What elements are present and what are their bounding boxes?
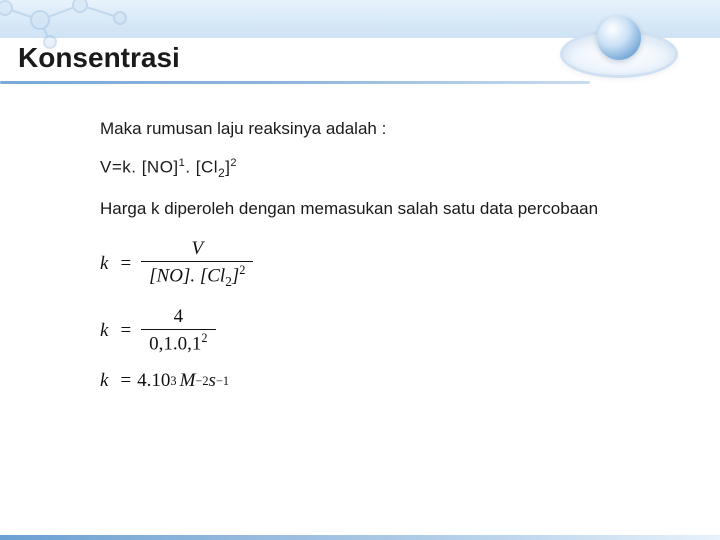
eq2-numerator: 4 [166, 305, 192, 329]
equation-block: k = V [NO]. [Cl2]2 k = 4 0,1.0,12 k [100, 237, 660, 392]
eq3-lhs: k [100, 370, 108, 392]
slide-content: Maka rumusan laju reaksinya adalah : V=k… [100, 118, 660, 406]
eq3-exp-ten: 3 [170, 374, 176, 389]
eq2-equals: = [120, 320, 131, 342]
eq3-exp-M: −2 [195, 374, 208, 389]
eq1-lhs: k [100, 253, 108, 275]
formula-prefix: V=k. [NO] [100, 158, 179, 177]
footer-gradient [0, 535, 720, 540]
orb-sphere [597, 16, 641, 60]
eq2-den-left: 0,1.0,1 [149, 333, 201, 354]
eq3-equals: = [120, 370, 131, 392]
equation-1: k = V [NO]. [Cl2]2 [100, 237, 660, 291]
formula-mid: . [Cl [185, 158, 218, 177]
eq1-den-sub: 2 [225, 274, 232, 289]
eq1-den-exp: 2 [239, 263, 245, 277]
equation-3: k = 4.103 M−2s−1 [100, 370, 660, 392]
eq1-numerator: V [183, 237, 211, 261]
orb-decoration [560, 18, 680, 88]
eq1-denominator: [NO]. [Cl2]2 [141, 262, 253, 291]
eq3-coef: 4.10 [137, 370, 170, 392]
eq1-equals: = [120, 253, 131, 275]
eq2-den-exp: 2 [201, 331, 207, 345]
eq1-den-left: [NO]. [Cl [149, 265, 225, 286]
equation-2: k = 4 0,1.0,12 [100, 305, 660, 356]
formula-exp2: 2 [230, 157, 237, 169]
eq2-lhs: k [100, 320, 108, 342]
rate-formula: V=k. [NO]1. [Cl2]2 [100, 157, 660, 180]
page-title: Konsentrasi [18, 42, 180, 74]
eq3-exp-s: −1 [216, 374, 229, 389]
eq2-fraction: 4 0,1.0,12 [141, 305, 215, 356]
eq3-unit-M: M [180, 370, 196, 392]
intro-line: Maka rumusan laju reaksinya adalah : [100, 118, 660, 141]
eq3-unit-s: s [209, 370, 216, 392]
followup-line: Harga k diperoleh dengan memasukan salah… [100, 198, 660, 221]
title-underline [0, 81, 590, 84]
eq2-denominator: 0,1.0,12 [141, 330, 215, 356]
eq1-fraction: V [NO]. [Cl2]2 [141, 237, 253, 291]
